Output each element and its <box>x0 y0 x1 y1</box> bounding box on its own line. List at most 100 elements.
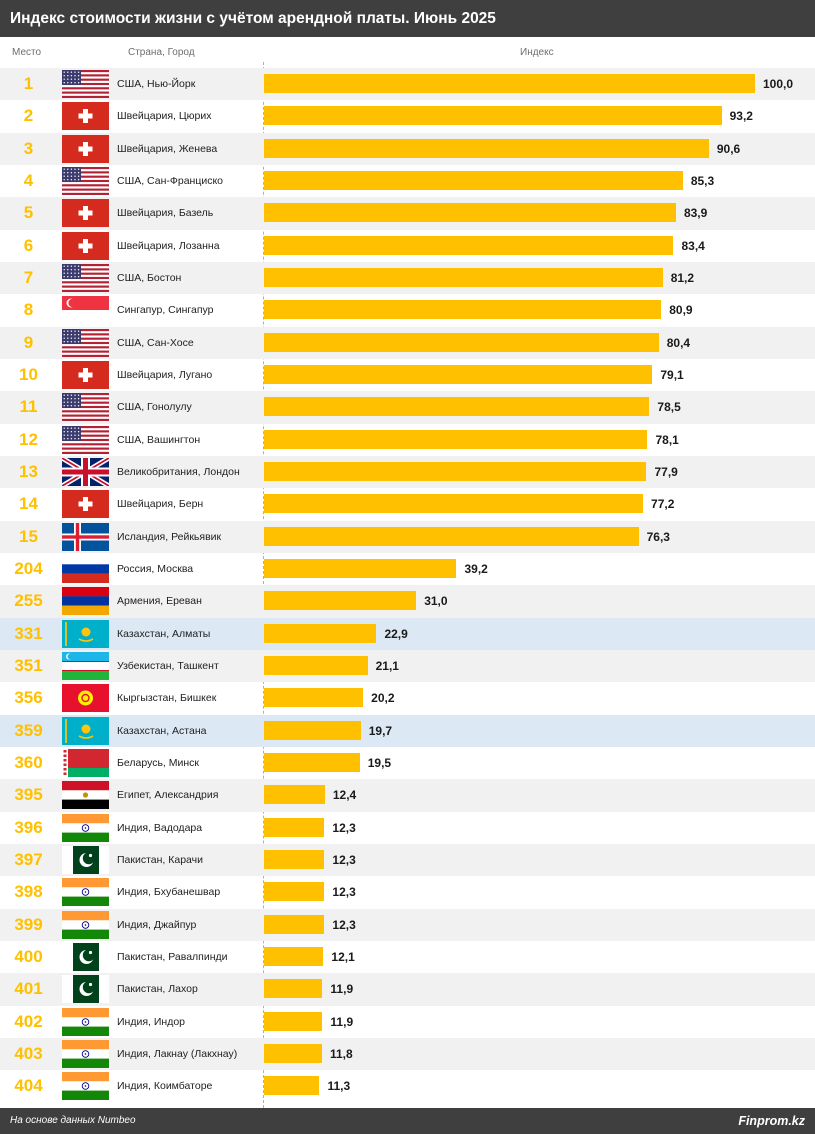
rank-label: 7 <box>23 267 34 287</box>
table-row: 396 Индия, Вадодара 12,3 <box>0 812 815 844</box>
india-flag-icon <box>62 1072 109 1101</box>
value-label: 31,0 <box>424 594 448 609</box>
rank-label: 6 <box>23 235 34 255</box>
city-label: Кыргызстан, Бишкек <box>117 692 217 705</box>
table-row: 356 Кыргызстан, Бишкек 20,2 <box>0 682 815 714</box>
city-label: США, Нью-Йорк <box>117 78 196 90</box>
value-bar <box>264 300 662 320</box>
value-label: 80,4 <box>666 335 691 350</box>
city-label: США, Вашингтон <box>117 433 201 446</box>
value-label: 77,9 <box>654 464 678 479</box>
table-row: 402 Индия, Индор 11,9 <box>0 1006 815 1038</box>
value-bar <box>264 752 360 772</box>
value-label: 20,2 <box>371 691 395 706</box>
value-bar <box>264 138 709 158</box>
egypt-flag-icon <box>62 781 109 810</box>
value-bar <box>264 623 377 643</box>
value-label: 83,4 <box>681 238 705 253</box>
value-label: 11,9 <box>330 982 354 997</box>
table-row: 1 США, Нью-Йорк 100,0 <box>0 68 815 101</box>
value-bar <box>264 688 364 708</box>
table-row: 403 Индия, Лакнау (Лакхнау) 11,8 <box>0 1037 815 1071</box>
value-bar <box>264 74 755 93</box>
uk-flag-icon <box>60 455 111 489</box>
belarus-flag-icon <box>62 748 109 777</box>
usa-flag-icon <box>62 166 109 196</box>
value-bar <box>264 526 639 546</box>
value-bar <box>264 558 457 578</box>
usa-flag-icon <box>62 393 109 422</box>
india-flag-icon <box>62 910 109 939</box>
value-bar <box>264 203 676 223</box>
rank-label: 4 <box>23 170 34 190</box>
table-row: 255 Армения, Ереван 31,0 <box>0 585 815 618</box>
city-label: Казахстан, Астана <box>117 724 207 737</box>
city-label: Казахстан, Алматы <box>117 627 211 640</box>
table-row: 204 Россия, Москва 39,2 <box>0 553 815 585</box>
rank-label: 360 <box>14 752 43 772</box>
kazakhstan-flag-icon <box>62 716 109 745</box>
value-bar <box>264 720 361 740</box>
table-row: 359 Казахстан, Астана 19,7 <box>0 714 815 747</box>
city-label: Армения, Ереван <box>117 595 202 608</box>
city-label: Индия, Вадодара <box>117 821 203 834</box>
switzerland-flag-icon <box>62 134 109 163</box>
value-label: 11,8 <box>329 1046 353 1061</box>
value-bar <box>264 429 648 449</box>
rank-label: 400 <box>14 946 43 966</box>
rank-label: 399 <box>14 914 43 934</box>
table-row: 351 Узбекистан, Ташкент 21,1 <box>0 649 815 683</box>
city-label: Россия, Москва <box>117 562 194 575</box>
rank-label: 404 <box>14 1076 43 1096</box>
value-label: 21,1 <box>375 658 399 673</box>
rank-label: 204 <box>14 558 43 578</box>
city-label: США, Сан-Хосе <box>117 336 194 349</box>
pakistan-flag-icon <box>62 845 109 874</box>
value-bar <box>264 235 674 255</box>
city-label: Египет, Александрия <box>117 789 219 802</box>
rank-label: 351 <box>14 655 43 675</box>
india-flag-icon <box>62 813 109 842</box>
value-bar <box>264 1043 322 1063</box>
city-label: Индия, Коимбаторе <box>117 1080 213 1093</box>
value-bar <box>264 817 325 837</box>
footer-bar: На основе данных Numbeo Finprom.kz <box>0 1108 815 1134</box>
table-row: 6 Швейцария, Лозанна 83,4 <box>0 230 815 262</box>
value-bar <box>264 914 325 934</box>
value-label: 19,5 <box>367 755 392 770</box>
rank-label: 11 <box>19 397 38 417</box>
usa-flag-icon <box>62 263 109 293</box>
singapore-flag-icon <box>62 296 109 325</box>
rank-label: 255 <box>14 591 43 611</box>
axis-baseline <box>263 62 264 1108</box>
city-label: Пакистан, Равалпинди <box>117 950 228 963</box>
rank-label: 396 <box>14 817 43 837</box>
value-label: 90,6 <box>716 141 741 156</box>
source-note: На основе данных Numbeo <box>10 1115 136 1126</box>
city-label: Швейцария, Лугано <box>117 368 213 381</box>
city-label: Пакистан, Карачи <box>117 853 203 866</box>
india-flag-icon <box>62 878 109 907</box>
switzerland-flag-icon <box>62 102 109 131</box>
table-row: 360 Беларусь, Минск 19,5 <box>0 747 815 779</box>
india-flag-icon <box>62 1007 109 1036</box>
rank-label: 5 <box>23 203 34 223</box>
city-label: Швейцария, Женева <box>117 142 218 155</box>
rank-label: 402 <box>14 1011 43 1031</box>
switzerland-flag-icon <box>62 231 109 260</box>
value-label: 78,1 <box>655 432 679 447</box>
value-bar <box>264 882 325 902</box>
rank-label: 2 <box>23 106 34 126</box>
usa-flag-icon <box>62 328 109 357</box>
table-row: 5 Швейцария, Базель 83,9 <box>0 197 815 230</box>
city-label: Швейцария, Лозанна <box>117 239 220 252</box>
city-label: Великобритания, Лондон <box>117 465 240 478</box>
city-label: Швейцария, Цюрих <box>117 110 212 123</box>
table-row: 400 Пакистан, Равалпинди 12,1 <box>0 941 815 973</box>
city-label: США, Сан-Франциско <box>117 174 224 187</box>
switzerland-flag-icon <box>62 360 109 389</box>
city-label: Беларусь, Минск <box>117 756 200 769</box>
value-label: 12,3 <box>332 885 356 900</box>
table-row: 7 США, Бостон 81,2 <box>0 261 815 295</box>
table-row: 331 Казахстан, Алматы 22,9 <box>0 617 815 650</box>
